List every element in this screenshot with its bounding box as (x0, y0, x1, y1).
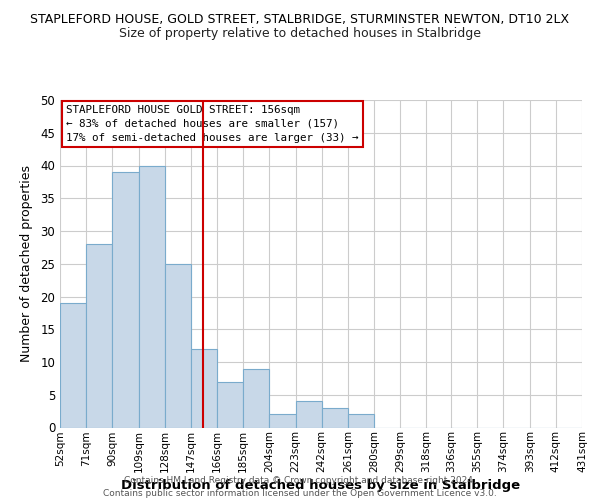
Bar (348, 414, 374, 428)
Bar (269, 414, 296, 428)
Y-axis label: Number of detached properties: Number of detached properties (20, 165, 34, 362)
Bar (60, 303, 86, 428)
Bar (217, 382, 243, 428)
Text: Contains HM Land Registry data © Crown copyright and database right 2024.
Contai: Contains HM Land Registry data © Crown c… (103, 476, 497, 498)
Bar (164, 264, 191, 428)
X-axis label: Distribution of detached houses by size in Stalbridge: Distribution of detached houses by size … (121, 480, 521, 492)
Bar (191, 349, 217, 428)
Text: STAPLEFORD HOUSE, GOLD STREET, STALBRIDGE, STURMINSTER NEWTON, DT10 2LX: STAPLEFORD HOUSE, GOLD STREET, STALBRIDG… (31, 12, 569, 26)
Bar (243, 368, 269, 428)
Bar (86, 244, 112, 428)
Bar (296, 402, 322, 427)
Bar (322, 408, 348, 428)
Text: STAPLEFORD HOUSE GOLD STREET: 156sqm
← 83% of detached houses are smaller (157)
: STAPLEFORD HOUSE GOLD STREET: 156sqm ← 8… (66, 105, 359, 143)
Bar (139, 166, 164, 428)
Bar (112, 172, 139, 428)
Text: Size of property relative to detached houses in Stalbridge: Size of property relative to detached ho… (119, 28, 481, 40)
